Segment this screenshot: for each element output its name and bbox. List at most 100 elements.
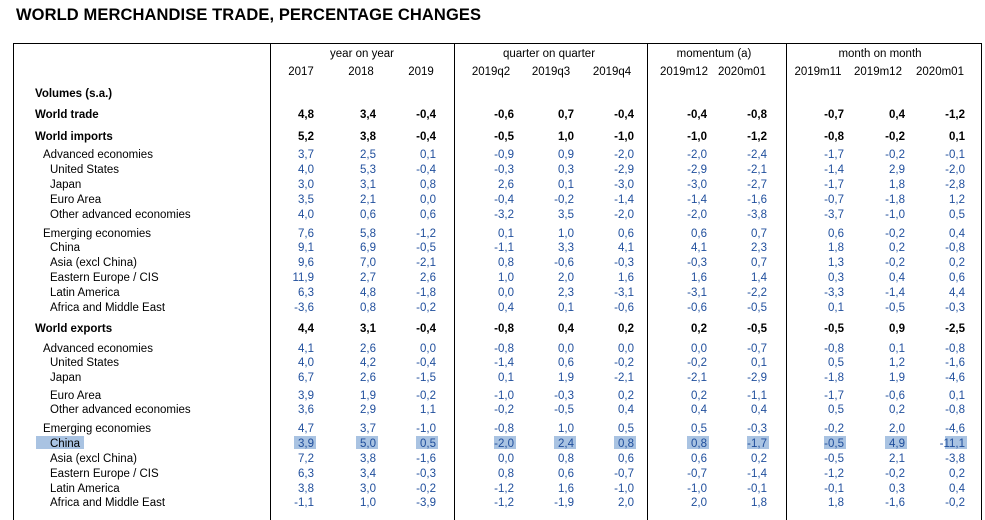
table-cell: 2,6: [360, 343, 376, 355]
table-cell: -1,2: [747, 131, 767, 143]
table-cell: -0,4: [416, 164, 436, 176]
table-cell: -1,7: [824, 179, 844, 191]
table-cell: -1,0: [494, 390, 514, 402]
highlight-cell: [294, 436, 316, 449]
row-label: Africa and Middle East: [50, 302, 166, 314]
table-cell: -0,7: [824, 109, 844, 121]
table-cell: 3,1: [360, 179, 376, 191]
table-cell: -2,0: [614, 149, 634, 161]
table-cell: -3,8: [945, 453, 965, 465]
table-cell: -2,5: [945, 323, 965, 335]
table-cell: -3,1: [687, 287, 707, 299]
table-cell: -2,0: [494, 438, 514, 450]
table-cell: 7,0: [360, 257, 376, 269]
table-cell: 4,1: [691, 242, 707, 254]
table-cell: 3,5: [298, 194, 314, 206]
table-cell: -2,7: [747, 179, 767, 191]
table-cell: 0,1: [558, 179, 574, 191]
table-cell: -0,5: [824, 438, 844, 450]
table-cell: 0,1: [498, 372, 514, 384]
table-cell: 0,4: [558, 323, 574, 335]
table-cell: -0,2: [885, 228, 905, 240]
table-cell: 0,4: [949, 228, 965, 240]
table-cell: -0,6: [687, 302, 707, 314]
table-cell: 1,6: [618, 272, 634, 284]
table-cell: -1,4: [614, 194, 634, 206]
row-label: Latin America: [50, 483, 120, 495]
page-title: WORLD MERCHANDISE TRADE, PERCENTAGE CHAN…: [16, 6, 482, 24]
table-cell: -0,4: [614, 109, 634, 121]
table-cell: 0,8: [498, 257, 514, 269]
table-cell: -0,1: [747, 483, 767, 495]
table-cell: 1,8: [828, 497, 844, 509]
table-cell: 2,6: [420, 272, 436, 284]
table-cell: 0,1: [949, 390, 965, 402]
table-cell: 0,2: [949, 257, 965, 269]
table-cell: -1,4: [885, 287, 905, 299]
table-cell: 0,6: [828, 228, 844, 240]
table-cell: -1,8: [885, 194, 905, 206]
table-cell: 0,1: [558, 302, 574, 314]
table-cell: 3,3: [558, 242, 574, 254]
table-cell: -0,4: [416, 131, 436, 143]
table-cell: 1,0: [558, 423, 574, 435]
table-cell: 0,4: [498, 302, 514, 314]
table-cell: -0,5: [747, 323, 767, 335]
table-cell: -0,7: [824, 194, 844, 206]
table-cell: -0,2: [416, 302, 436, 314]
table-cell: -1,2: [824, 468, 844, 480]
table-cell: -0,2: [554, 194, 574, 206]
row-label: China: [50, 242, 81, 254]
column-header: 2019q4: [592, 66, 632, 78]
table-cell: 0,4: [889, 109, 905, 121]
table-cell: 1,8: [751, 497, 767, 509]
row-label: Advanced economies: [43, 149, 153, 161]
table-cell: -0,8: [494, 343, 514, 355]
table-cell: 2,0: [618, 497, 634, 509]
table-cell: 4,4: [949, 287, 965, 299]
table-cell: 11,9: [292, 272, 314, 284]
table-cell: 0,0: [558, 343, 574, 355]
table-cell: -0,2: [885, 257, 905, 269]
table-cell: 3,6: [298, 404, 314, 416]
table-cell: 4,0: [298, 357, 314, 369]
table-cell: 0,8: [558, 453, 574, 465]
table-cell: -0,7: [747, 343, 767, 355]
table-cell: 2,4: [558, 438, 574, 450]
highlight-cell: [356, 436, 378, 449]
table-cell: 0,5: [618, 423, 634, 435]
table-cell: 2,9: [360, 404, 376, 416]
table-cell: 3,8: [360, 131, 376, 143]
table-cell: 0,0: [498, 287, 514, 299]
table-cell: 0,3: [828, 272, 844, 284]
column-header: 2019m11: [794, 66, 842, 78]
table-cell: -1,2: [945, 109, 965, 121]
table-cell: 6,9: [360, 242, 376, 254]
table-cell: -0,2: [885, 131, 905, 143]
row-label: Advanced economies: [43, 343, 153, 355]
table-cell: -0,7: [687, 468, 707, 480]
table-cell: 1,9: [889, 372, 905, 384]
table-cell: -0,4: [416, 323, 436, 335]
table-cell: 3,7: [298, 149, 314, 161]
table-cell: 0,8: [498, 468, 514, 480]
row-label: World imports: [35, 131, 113, 143]
table-cell: 0,9: [558, 149, 574, 161]
table-cell: -1,8: [824, 372, 844, 384]
table-cell: 4,7: [298, 423, 314, 435]
table-cell: 1,2: [889, 357, 905, 369]
table-cell: -0,8: [945, 404, 965, 416]
table-cell: -3,7: [824, 209, 844, 221]
table-cell: -0,2: [614, 357, 634, 369]
table-cell: -1,4: [824, 164, 844, 176]
table-cell: -0,8: [824, 343, 844, 355]
table-cell: 0,2: [691, 323, 707, 335]
table-cell: -0,3: [747, 423, 767, 435]
table-cell: 0,2: [618, 390, 634, 402]
table-cell: -1,8: [416, 287, 436, 299]
table-cell: -1,1: [747, 390, 767, 402]
table-cell: 1,0: [558, 131, 574, 143]
table-cell: -0,3: [945, 302, 965, 314]
table-cell: 6,3: [298, 468, 314, 480]
table-cell: -0,3: [687, 257, 707, 269]
